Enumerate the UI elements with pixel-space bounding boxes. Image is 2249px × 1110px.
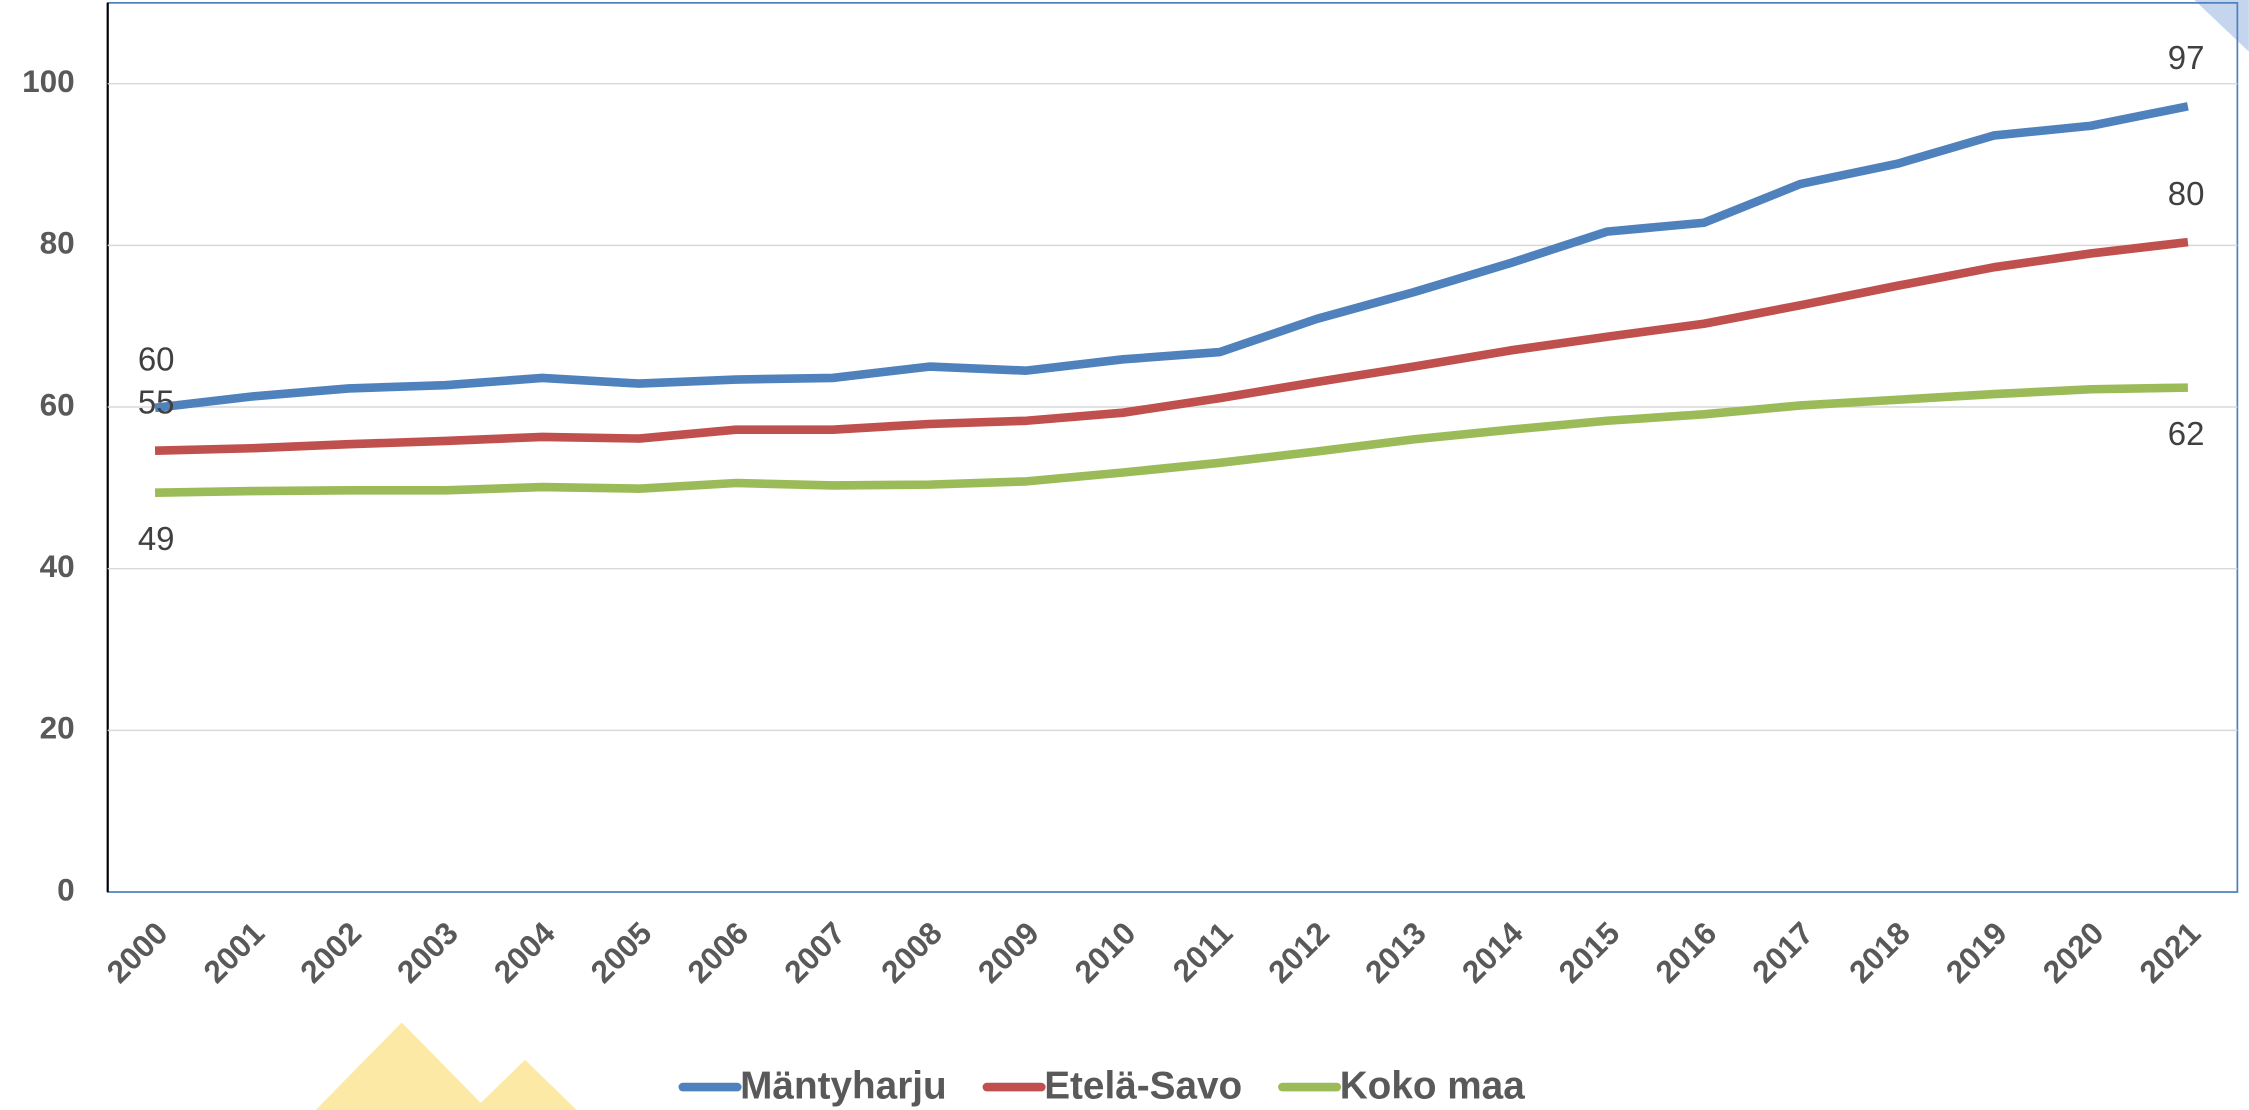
legend-label: Koko maa	[1340, 1065, 1526, 1108]
x-tick-label: 2004	[487, 914, 562, 989]
x-tick-label: 2000	[99, 915, 174, 990]
x-tick-label: 2003	[390, 915, 465, 990]
data-label: 55	[138, 384, 175, 421]
line-series	[154, 102, 2189, 413]
x-tick-label: 2008	[874, 915, 949, 990]
x-tick-label: 2020	[2035, 915, 2110, 990]
x-tick-label: 2021	[2132, 915, 2207, 990]
y-tick-label: 100	[22, 63, 75, 99]
x-tick-label: 2002	[293, 915, 368, 990]
y-tick-label: 20	[40, 710, 75, 746]
y-tick-label: 0	[57, 871, 75, 907]
y-tick-label: 60	[40, 386, 75, 422]
line-series	[154, 237, 2189, 455]
x-tick-label: 2005	[583, 915, 658, 990]
data-label: 97	[2168, 39, 2205, 76]
x-tick-label: 2017	[1745, 915, 1820, 990]
decoration	[315, 1022, 488, 1110]
x-tick-label: 2007	[777, 915, 852, 990]
data-label: 62	[2168, 415, 2205, 452]
plot-area	[106, 2, 2239, 893]
x-tick-label: 2013	[1358, 915, 1433, 990]
x-tick-label: 2016	[1648, 915, 1723, 990]
y-tick-label: 40	[40, 548, 75, 584]
x-tick-label: 2018	[1842, 915, 1917, 990]
x-tick-label: 2015	[1551, 915, 1626, 990]
x-tick-label: 2009	[971, 915, 1046, 990]
x-tick-label: 2011	[1165, 915, 1239, 989]
data-label: 80	[2168, 175, 2205, 212]
data-label: 60	[138, 341, 175, 378]
data-label: 49	[138, 520, 175, 557]
x-tick-label: 2012	[1261, 915, 1336, 990]
x-tick-label: 2010	[1067, 915, 1142, 990]
y-tick-label: 80	[40, 225, 75, 261]
decoration	[473, 1059, 577, 1110]
x-tick-label: 2001	[196, 915, 271, 990]
line-series	[154, 383, 2188, 498]
legend-label: Etelä-Savo	[1044, 1065, 1242, 1108]
x-tick-label: 2014	[1455, 914, 1530, 989]
x-tick-label: 2019	[1939, 915, 2014, 990]
legend-label: Mäntyharju	[740, 1065, 947, 1108]
x-tick-label: 2006	[680, 915, 755, 990]
